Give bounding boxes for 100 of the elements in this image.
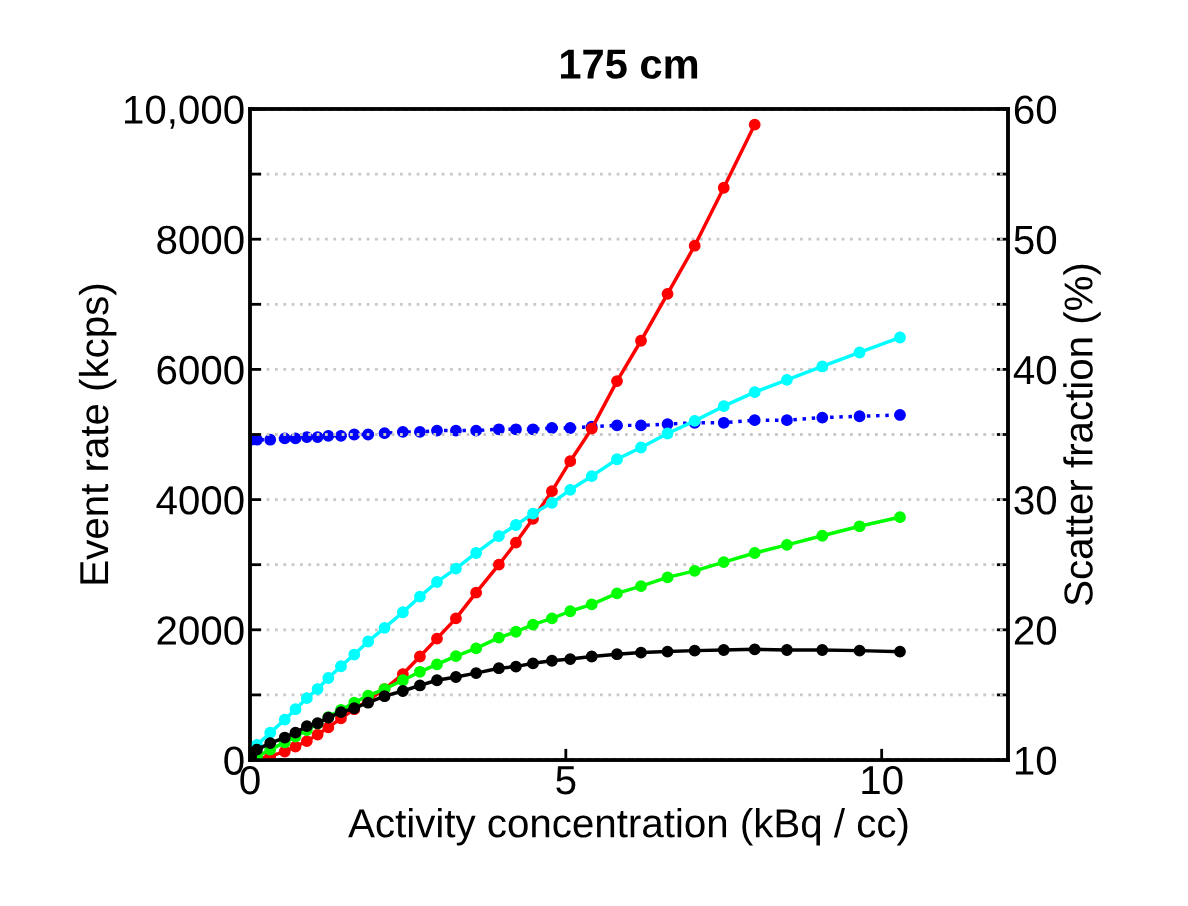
- point: [717, 416, 730, 429]
- point: [853, 520, 866, 533]
- point: [635, 334, 647, 347]
- y2-axis-title: Scatter fraction (%): [1063, 264, 1101, 606]
- y2-tick-label: 60: [1014, 95, 1057, 124]
- point: [322, 721, 335, 734]
- point: [300, 692, 313, 705]
- point: [470, 586, 483, 599]
- point: [894, 409, 906, 421]
- point: [362, 428, 375, 441]
- point: [431, 658, 443, 671]
- point: [748, 118, 761, 131]
- point: [431, 576, 443, 588]
- point: [396, 425, 409, 438]
- point: [748, 414, 761, 427]
- point: [289, 432, 302, 445]
- y2-tick-label: 50: [1014, 225, 1057, 255]
- point: [717, 644, 730, 656]
- point: [546, 485, 558, 498]
- point: [635, 441, 647, 454]
- point: [510, 625, 522, 638]
- x-tick-label: 10: [862, 765, 903, 795]
- point: [717, 556, 730, 568]
- point: [853, 346, 866, 359]
- point: [492, 631, 505, 644]
- point: [300, 720, 313, 733]
- point: [527, 657, 539, 670]
- point: [510, 519, 522, 531]
- point: [311, 683, 324, 695]
- point: [510, 660, 522, 673]
- point: [470, 547, 483, 559]
- point: [251, 743, 263, 756]
- point: [748, 643, 761, 656]
- point: [816, 411, 829, 424]
- point: [396, 685, 409, 697]
- y2-tick-label: 20: [1014, 616, 1057, 645]
- y2-tick-label: 10: [1015, 746, 1057, 775]
- point: [431, 632, 443, 645]
- x-axis-title: Activity concentration (kBq / cc): [348, 807, 908, 846]
- point: [510, 423, 522, 436]
- point: [264, 726, 277, 739]
- point: [661, 645, 674, 658]
- point: [264, 737, 277, 749]
- point: [348, 648, 361, 661]
- point: [414, 425, 426, 438]
- point: [362, 635, 375, 648]
- point: [688, 564, 701, 577]
- point: [264, 433, 277, 446]
- point: [585, 598, 598, 611]
- point: [289, 703, 302, 716]
- point: [748, 547, 761, 559]
- point: [816, 529, 829, 542]
- y-tick-label: 8000: [157, 225, 244, 255]
- point: [510, 536, 522, 549]
- point: [470, 667, 483, 679]
- point: [816, 644, 829, 656]
- point: [450, 671, 462, 683]
- point: [611, 453, 623, 466]
- y-tick-label: 6000: [157, 355, 244, 385]
- y-tick-label: 2000: [157, 616, 244, 645]
- point: [414, 665, 426, 678]
- point: [564, 422, 577, 434]
- point: [450, 424, 462, 437]
- point: [450, 612, 462, 625]
- point: [450, 650, 462, 663]
- point: [853, 644, 866, 657]
- point: [492, 558, 505, 571]
- point: [717, 400, 730, 413]
- point: [396, 606, 409, 619]
- point: [527, 507, 539, 520]
- point: [311, 431, 324, 444]
- point: [894, 645, 906, 658]
- point: [635, 419, 647, 432]
- point: [378, 690, 391, 703]
- point: [414, 679, 426, 692]
- y-tick-label: 10,000: [125, 95, 244, 129]
- point: [585, 650, 598, 663]
- point: [635, 646, 647, 659]
- point: [781, 373, 793, 386]
- point: [322, 672, 335, 684]
- x-tick-label: 5: [556, 766, 576, 795]
- point: [335, 429, 347, 442]
- point: [414, 590, 426, 603]
- point: [564, 455, 577, 468]
- point: [278, 731, 291, 744]
- point: [611, 375, 623, 388]
- point: [781, 538, 793, 551]
- point: [585, 470, 598, 483]
- point: [661, 427, 674, 440]
- point: [611, 419, 623, 432]
- point: [894, 331, 906, 344]
- point: [527, 423, 539, 436]
- point: [470, 424, 483, 437]
- point: [688, 239, 701, 252]
- chart-title: 175 cm: [560, 49, 698, 79]
- point: [527, 618, 539, 631]
- point: [450, 562, 462, 575]
- point: [611, 648, 623, 661]
- y-axis-title: Event rate (kcps): [78, 284, 117, 584]
- point: [492, 530, 505, 542]
